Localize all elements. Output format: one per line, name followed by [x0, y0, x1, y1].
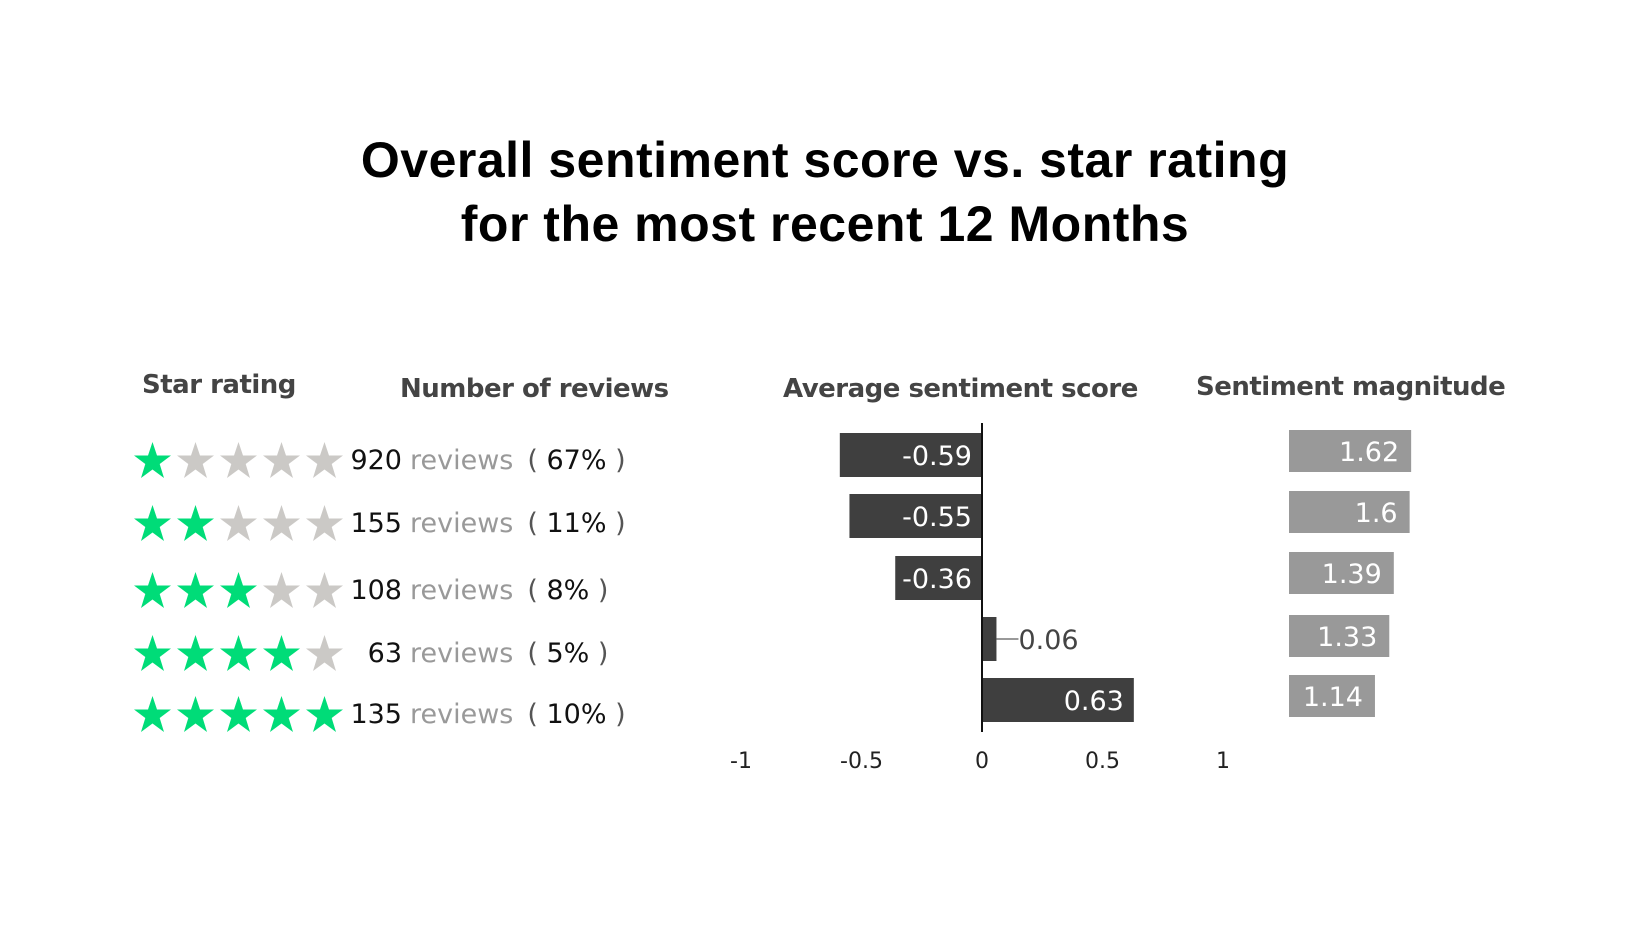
- star-empty-icon: [306, 572, 343, 608]
- star-empty-icon: [306, 442, 343, 478]
- star-empty-icon: [263, 572, 300, 608]
- star-empty-icon: [263, 505, 300, 541]
- review-percent-value: 8%: [546, 575, 590, 606]
- review-count: 920: [350, 445, 402, 476]
- review-count: 135: [350, 699, 402, 730]
- magnitude-label: 1.62: [1339, 437, 1399, 468]
- star-empty-icon: [220, 505, 257, 541]
- star-filled-icon: [263, 696, 300, 732]
- score-label: -0.55: [902, 502, 972, 533]
- review-percent-value: 11%: [546, 508, 607, 539]
- star-rating-1: [133, 441, 344, 481]
- x-tick-label: -0.5: [840, 749, 883, 774]
- star-filled-icon: [134, 635, 171, 671]
- x-tick-label: 1: [1216, 749, 1230, 774]
- magnitude-label: 1.6: [1355, 498, 1398, 529]
- star-rating-4: [133, 634, 344, 674]
- chart-title-line-1: Overall sentiment score vs. star rating: [360, 132, 1290, 188]
- header-number-of-reviews: Number of reviews: [400, 374, 669, 404]
- star-filled-icon: [220, 635, 257, 671]
- reviews-label: reviews: [410, 638, 514, 669]
- star-empty-icon: [177, 442, 214, 478]
- review-percent-value: 10%: [546, 699, 607, 730]
- star-filled-icon: [306, 696, 343, 732]
- star-empty-icon: [306, 505, 343, 541]
- x-tick-label: 0: [975, 749, 989, 774]
- star-filled-icon: [177, 572, 214, 608]
- score-label: -0.59: [902, 441, 972, 472]
- magnitude-label: 1.33: [1317, 622, 1377, 653]
- star-filled-icon: [177, 505, 214, 541]
- magnitude-bar: [1289, 675, 1375, 717]
- score-bar: [839, 433, 982, 477]
- review-count: 155: [350, 508, 402, 539]
- review-percent: ( 11% ): [527, 508, 626, 539]
- review-count-row: 155 reviews ( 11% ): [342, 508, 626, 539]
- star-empty-icon: [220, 442, 257, 478]
- magnitude-bar: [1289, 552, 1394, 594]
- header-average-sentiment-score: Average sentiment score: [783, 374, 1138, 404]
- reviews-label: reviews: [410, 508, 514, 539]
- review-percent: ( 10% ): [527, 699, 626, 730]
- score-bar: [895, 556, 982, 600]
- score-label: 0.63: [1064, 686, 1124, 717]
- header-sentiment-magnitude: Sentiment magnitude: [1196, 372, 1506, 402]
- star-rating-3: [133, 571, 344, 611]
- score-bar: [849, 494, 982, 538]
- score-bar: [982, 678, 1134, 722]
- star-filled-icon: [263, 635, 300, 671]
- review-count-row: 63 reviews ( 5% ): [342, 638, 609, 669]
- star-filled-icon: [134, 696, 171, 732]
- star-filled-icon: [177, 635, 214, 671]
- score-bar: [982, 617, 997, 661]
- star-filled-icon: [220, 572, 257, 608]
- magnitude-bar: [1289, 491, 1410, 533]
- star-filled-icon: [220, 696, 257, 732]
- review-percent-value: 67%: [546, 445, 607, 476]
- header-star-rating: Star rating: [142, 370, 296, 400]
- magnitude-bar: [1289, 430, 1412, 472]
- star-filled-icon: [134, 505, 171, 541]
- star-rating-5: [133, 695, 344, 735]
- x-tick-label: -1: [730, 749, 752, 774]
- star-filled-icon: [134, 572, 171, 608]
- reviews-label: reviews: [410, 575, 514, 606]
- review-count: 63: [367, 638, 402, 669]
- review-percent: ( 8% ): [527, 575, 609, 606]
- review-count-row: 135 reviews ( 10% ): [342, 699, 626, 730]
- review-percent: ( 67% ): [527, 445, 626, 476]
- reviews-label: reviews: [410, 699, 514, 730]
- magnitude-bar: [1289, 615, 1390, 657]
- magnitude-label: 1.39: [1322, 559, 1382, 590]
- review-count-row: 920 reviews ( 67% ): [342, 445, 626, 476]
- review-count-row: 108 reviews ( 8% ): [342, 575, 608, 606]
- review-count: 108: [350, 575, 402, 606]
- star-filled-icon: [134, 442, 171, 478]
- reviews-label: reviews: [410, 445, 514, 476]
- star-empty-icon: [306, 635, 343, 671]
- chart-title-line-2: for the most recent 12 Months: [460, 196, 1190, 252]
- review-percent: ( 5% ): [527, 638, 609, 669]
- star-filled-icon: [177, 696, 214, 732]
- x-tick-label: 0.5: [1085, 749, 1120, 774]
- star-rating-2: [133, 504, 344, 544]
- review-percent-value: 5%: [546, 638, 590, 669]
- score-label: 0.06: [1018, 625, 1078, 656]
- star-empty-icon: [263, 442, 300, 478]
- score-label: -0.36: [902, 564, 972, 595]
- magnitude-label: 1.14: [1303, 682, 1363, 713]
